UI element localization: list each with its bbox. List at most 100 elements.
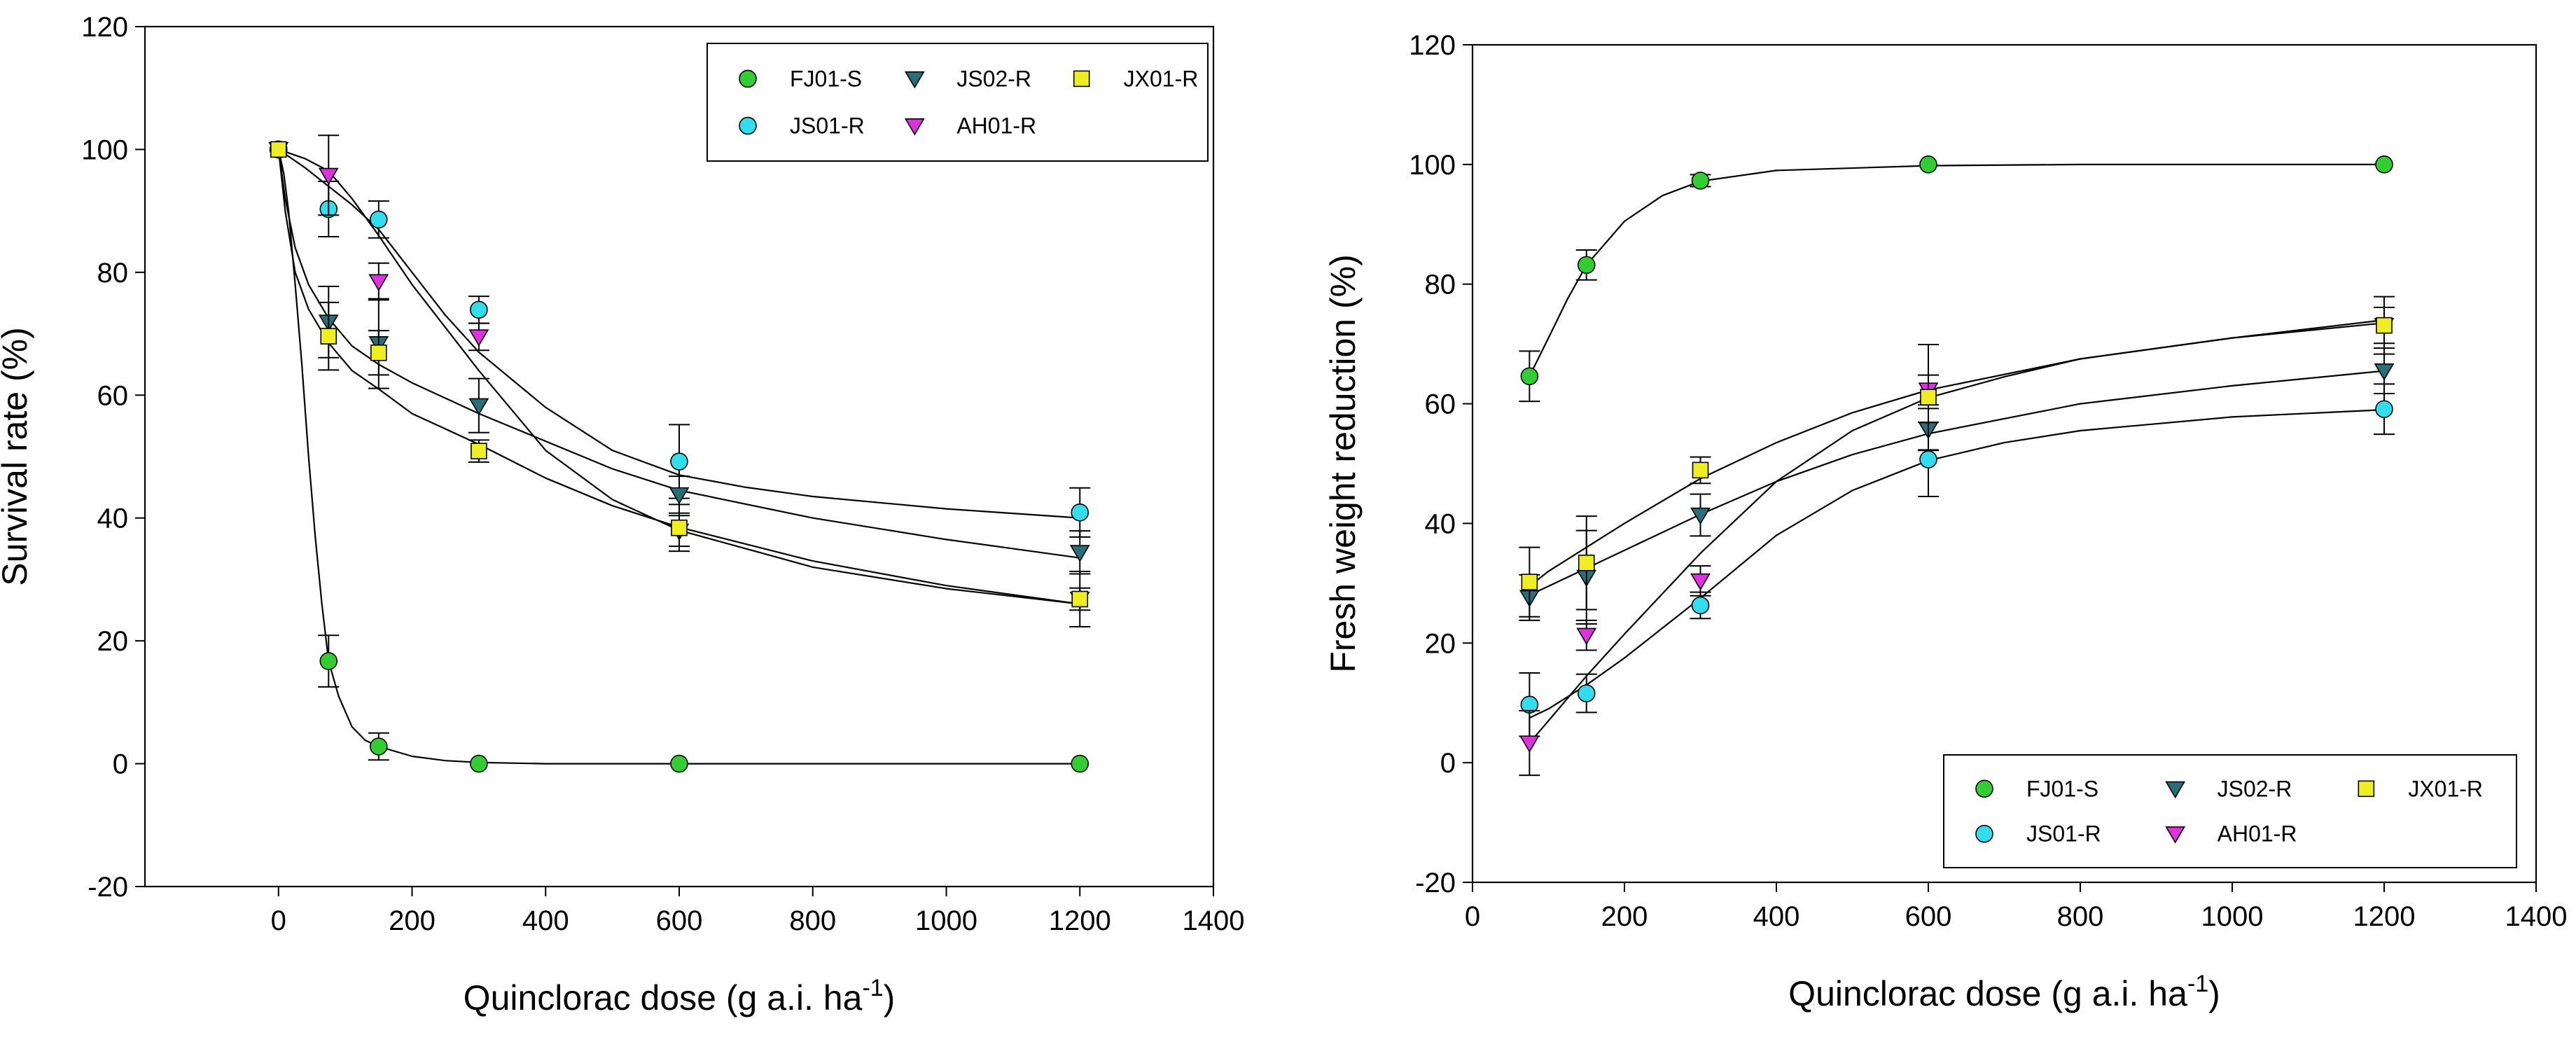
data-point-fj01-s xyxy=(319,652,338,670)
data-point-js01-r xyxy=(1691,596,1710,615)
data-point-fj01-s xyxy=(1520,367,1539,386)
fit-curve-ah01-r xyxy=(278,148,1080,605)
data-point-fj01-s xyxy=(470,754,488,773)
x-tick-label: 600 xyxy=(656,905,703,936)
data-point-jx01-r xyxy=(2376,317,2393,334)
x-tick-label: 0 xyxy=(271,905,286,936)
fit-curve-jx01-r xyxy=(1529,319,2385,587)
data-point-js02-r xyxy=(669,487,690,505)
legend-marker-js01-r xyxy=(1975,824,1993,843)
data-point-fj01-s xyxy=(1919,155,1937,174)
y-tick-label: 40 xyxy=(1425,508,1456,539)
x-tick-label: 0 xyxy=(1465,901,1480,932)
fit-curve-js02-r xyxy=(1529,370,2385,596)
y-tick-label: 20 xyxy=(1425,628,1456,659)
legend-marker-js02-r xyxy=(2165,781,2186,799)
y-tick-label: 80 xyxy=(97,258,129,289)
data-point-fj01-s xyxy=(1071,754,1089,773)
x-tick-label: 600 xyxy=(1905,901,1952,932)
x-tick-label: 1000 xyxy=(915,905,977,936)
x-tick-label: 1200 xyxy=(2353,901,2416,932)
fit-curve-jx01-r xyxy=(277,149,1080,605)
legend-label-js01-r: JS01-R xyxy=(2026,821,2101,847)
x-tick-label: 400 xyxy=(522,905,569,936)
data-point-fj01-s xyxy=(370,737,388,756)
legend-marker-jx01-r xyxy=(2358,780,2375,798)
legend-marker-fj01-s xyxy=(739,69,757,88)
fit-curve-js01-r xyxy=(278,148,1080,519)
data-point-js01-r xyxy=(1919,450,1937,468)
legend-label-js02-r: JS02-R xyxy=(956,66,1031,91)
x-tick-label: 1400 xyxy=(2505,901,2568,932)
data-point-jx01-r xyxy=(320,328,337,345)
legend-box xyxy=(706,43,1209,162)
y-tick-label: 20 xyxy=(97,626,129,657)
y-tick-label: -20 xyxy=(88,872,128,903)
chart-panel-2: 0 200 400 600 800 1000 1200 1400 -20 0 20 40 60 80 100… xyxy=(1323,30,2567,1013)
data-point-js01-r xyxy=(2375,400,2393,419)
y-tick-label: 40 xyxy=(97,503,129,534)
data-point-jx01-r xyxy=(270,141,287,158)
data-point-jx01-r xyxy=(671,519,688,536)
legend-label-ah01-r: AH01-R xyxy=(956,113,1036,139)
y-tick-label: 60 xyxy=(97,380,129,411)
data-point-ah01-r xyxy=(468,329,489,347)
legend-label-js02-r: JS02-R xyxy=(2218,776,2292,801)
legend-label-fj01-s: FJ01-S xyxy=(790,66,862,91)
x-tick-label: 1400 xyxy=(1183,905,1245,936)
fit-curve-js02-r xyxy=(277,149,1080,559)
x-axis-title: Quinclorac dose (g a.i. ha-1) xyxy=(464,975,896,1017)
legend-label-js01-r: JS01-R xyxy=(790,113,865,139)
data-point-jx01-r xyxy=(1578,555,1595,571)
y-tick-label: 80 xyxy=(1425,270,1456,300)
data-point-js02-r xyxy=(468,398,489,416)
data-point-js02-r xyxy=(1690,507,1711,525)
legend-label-jx01-r: JX01-R xyxy=(1124,66,1199,91)
legend-marker-fj01-s xyxy=(1975,779,1993,798)
data-point-js02-r xyxy=(2374,363,2395,381)
ylabel-fresh-weight: Fresh weight reduction (%) xyxy=(1323,254,1363,672)
fit-curve-ah01-r xyxy=(1529,322,2385,744)
data-point-js01-r xyxy=(470,300,488,319)
data-point-js01-r xyxy=(670,452,688,471)
data-point-fj01-s xyxy=(1577,256,1596,275)
x-tick-label: 200 xyxy=(389,905,436,936)
fit-curve-fj01-s xyxy=(1529,163,2384,377)
y-tick-label: 120 xyxy=(1409,30,1456,61)
y-tick-label: -20 xyxy=(1415,868,1456,898)
data-point-fj01-s xyxy=(1691,172,1710,190)
data-point-js01-r xyxy=(1071,503,1089,522)
data-point-jx01-r xyxy=(1692,461,1709,479)
y-tick-label: 120 xyxy=(81,12,128,43)
x-tick-label: 800 xyxy=(2057,901,2104,932)
data-point-jx01-r xyxy=(1071,590,1089,608)
plot-frame xyxy=(1471,43,2537,884)
data-point-fj01-s xyxy=(2375,155,2393,174)
data-point-jx01-r xyxy=(1920,389,1937,405)
legend-box xyxy=(1943,754,2517,868)
x-tick-label: 200 xyxy=(1601,901,1648,932)
data-point-ah01-r xyxy=(368,274,389,291)
data-point-js02-r xyxy=(1069,545,1090,562)
legend-marker-js01-r xyxy=(739,116,757,135)
y-tick-label: 100 xyxy=(1409,150,1456,181)
chart-panel-1: 0 200 400 600 800 1000 1200 1400 -20 0 20 40 60 80 100… xyxy=(0,12,1244,1017)
data-point-jx01-r xyxy=(471,443,487,459)
data-point-ah01-r xyxy=(318,167,339,186)
legend-label-fj01-s: FJ01-S xyxy=(2026,776,2098,801)
ylabel-survival: Survival rate (%) xyxy=(0,327,34,586)
legend-marker-ah01-r xyxy=(2165,826,2186,844)
data-point-js01-r xyxy=(1577,684,1596,702)
y-tick-label: 100 xyxy=(81,134,128,165)
data-point-ah01-r xyxy=(1519,735,1540,753)
y-tick-label: 0 xyxy=(113,749,128,780)
legend-marker-ah01-r xyxy=(904,118,925,136)
x-tick-label: 400 xyxy=(1753,901,1800,932)
legend-label-ah01-r: AH01-R xyxy=(2218,821,2297,847)
y-tick-label: 60 xyxy=(1425,389,1456,420)
x-tick-label: 1200 xyxy=(1049,905,1111,936)
data-point-jx01-r xyxy=(370,344,387,361)
data-point-jx01-r xyxy=(1521,574,1538,590)
legend-marker-jx01-r xyxy=(1073,70,1090,88)
